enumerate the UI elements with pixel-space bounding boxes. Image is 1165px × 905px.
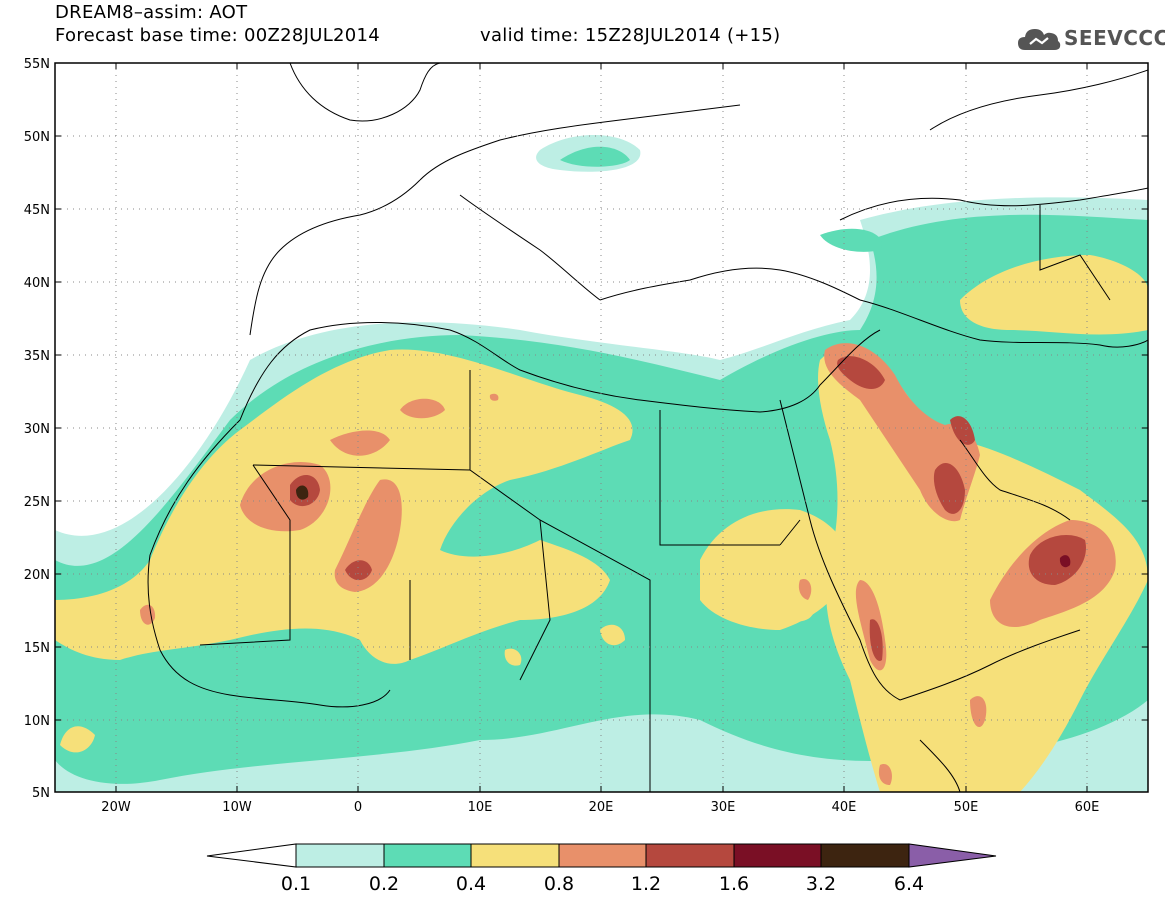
colorbar-swatch [733,843,822,868]
lon-label: 10W [222,800,252,815]
colorbar-swatch [295,843,385,868]
colorbar-swatch [383,843,472,868]
latitude-labels: 55N 50N 45N 40N 35N 30N 25N 20N 15N 10N … [24,57,50,801]
lat-label: 55N [24,57,50,72]
colorbar-swatch [820,843,910,868]
lon-label: 40E [832,800,857,815]
lon-label: 20E [589,800,614,815]
lat-label: 40N [24,276,50,291]
longitude-labels: 20W 10W 0 10E 20E 30E 40E 50E 60E [101,800,1099,815]
map-title: DREAM8–assim: AOT [55,2,248,23]
aot-field [55,63,1148,792]
colorbar-swatch [645,843,735,868]
colorbar-label: 0.4 [456,873,486,895]
lat-label: 10N [24,714,50,729]
lat-label: 30N [24,422,50,437]
colorbar-label: 3.2 [806,873,836,895]
forecast-base-time: Forecast base time: 00Z28JUL2014 [55,25,381,46]
lat-label: 25N [24,495,50,510]
lon-label: 10E [468,800,493,815]
colorbar-label: 6.4 [894,873,924,895]
colorbar [206,843,997,868]
colorbar-labels: 0.1 0.2 0.4 0.8 1.2 1.6 3.2 6.4 [281,873,924,895]
lat-label: 15N [24,641,50,656]
lat-label: 20N [24,568,50,583]
colorbar-label: 0.8 [544,873,574,895]
lon-label: 20W [101,800,131,815]
lon-label: 50E [954,800,979,815]
colorbar-swatch [558,843,647,868]
aot-level-3.2 [296,485,309,500]
lon-label: 30E [711,800,736,815]
colorbar-label: 0.1 [281,873,311,895]
colorbar-high-arrow [908,843,997,868]
cloud-icon [1018,29,1061,50]
lat-label: 50N [24,130,50,145]
lat-label: 45N [24,203,50,218]
country-borders [147,63,1148,792]
colorbar-swatch [470,843,560,868]
colorbar-label: 0.2 [369,873,399,895]
graticule [55,63,1148,792]
aot-level-1.6 [1059,555,1071,568]
logo-text: SEEVCCC [1064,26,1165,50]
lon-label: 0 [354,800,362,815]
valid-time: valid time: 15Z28JUL2014 (+15) [480,25,781,46]
colorbar-label: 1.2 [631,873,661,895]
lat-label: 35N [24,349,50,364]
seevccc-logo: SEEVCCC [1016,22,1165,56]
axis-ticks [55,62,1148,792]
colorbar-label: 1.6 [719,873,749,895]
lon-label: 60E [1075,800,1100,815]
lat-label: 5N [32,786,50,801]
colorbar-low-arrow [206,843,297,868]
